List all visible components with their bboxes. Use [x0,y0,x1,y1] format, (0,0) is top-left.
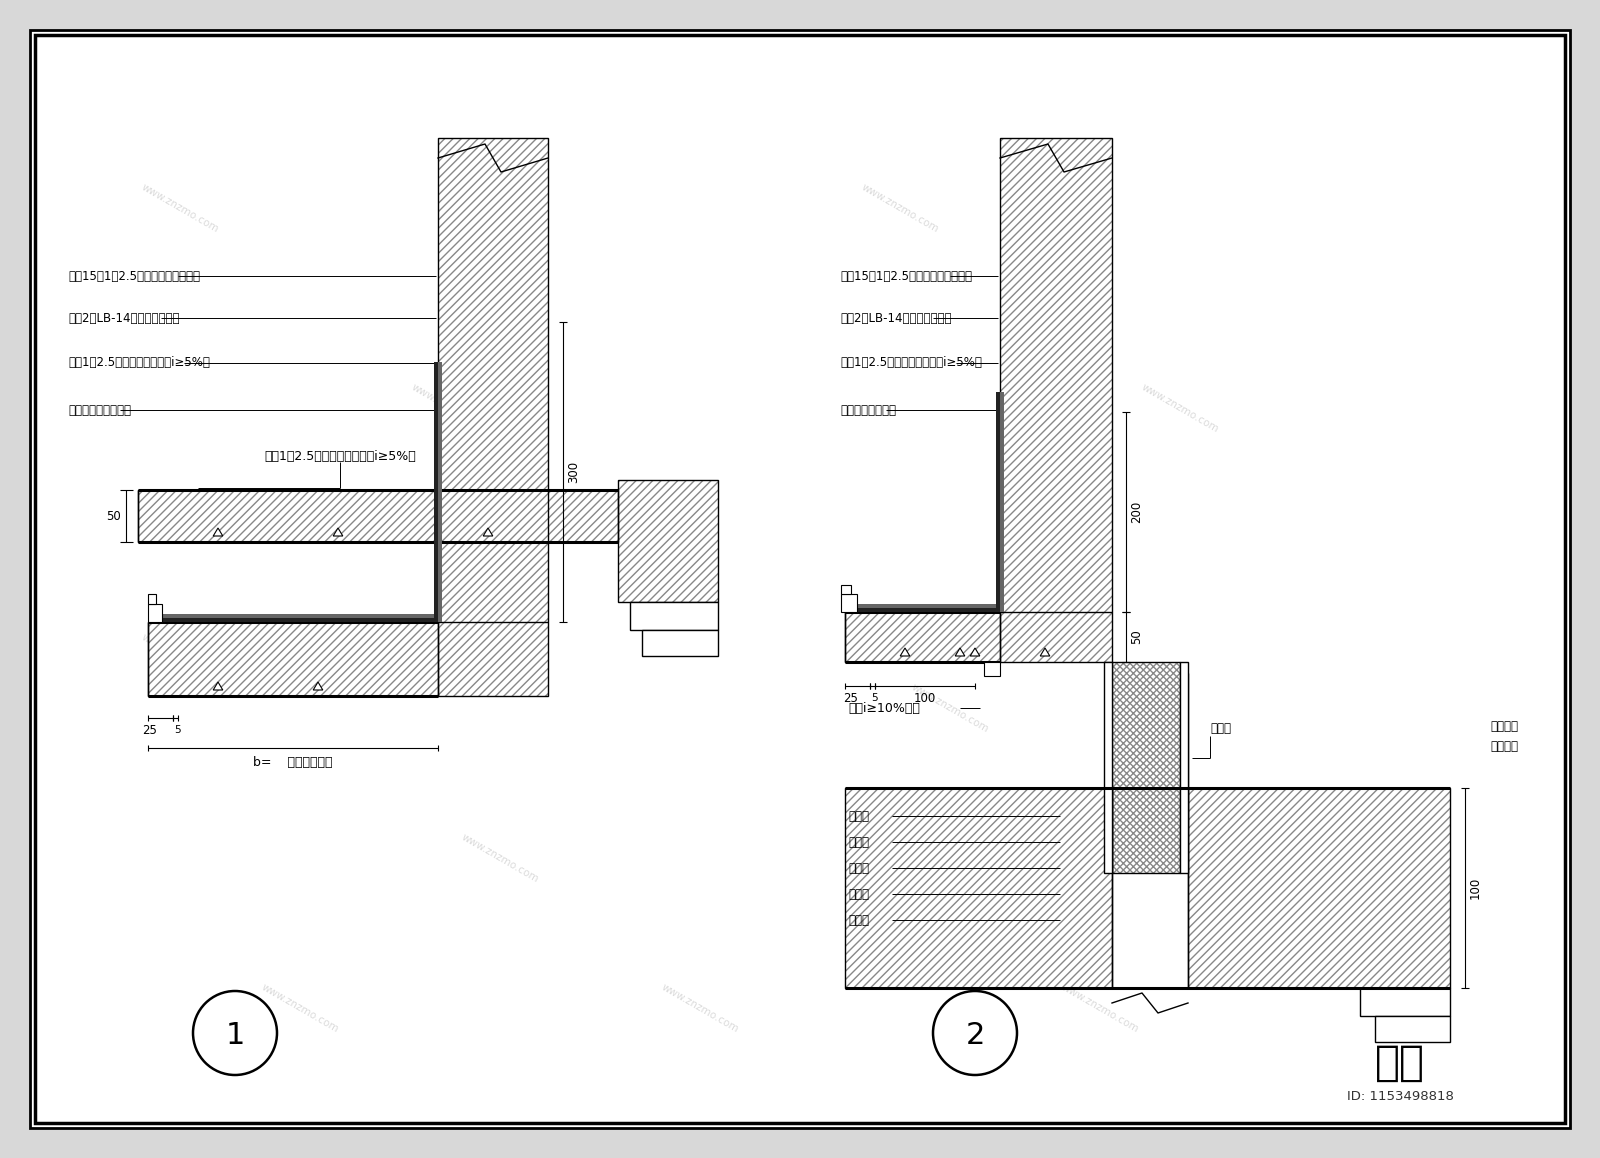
Text: www.znzmo.com: www.znzmo.com [910,682,990,734]
Text: 200: 200 [1130,501,1142,523]
Polygon shape [955,648,965,655]
Bar [147,594,157,604]
Bar [845,787,1112,988]
Text: 饰面砖: 饰面砖 [848,836,869,849]
Bar [995,393,1000,611]
Text: 排气扇边: 排气扇边 [1490,719,1518,733]
Bar [147,622,438,696]
Text: www.znzmo.com: www.znzmo.com [659,982,741,1034]
Bar [842,594,858,611]
Bar [845,787,1112,988]
Text: 嵌填发泡: 嵌填发泡 [1490,740,1518,753]
Bar [1374,1016,1450,1042]
Text: 5: 5 [870,692,878,703]
Polygon shape [314,682,323,690]
Bar [1104,662,1112,873]
Bar [618,481,718,602]
Bar [984,662,1000,676]
Polygon shape [213,682,222,690]
Text: 找平层: 找平层 [848,887,869,901]
Text: 25: 25 [142,724,157,736]
Text: 批抹15厚1：2.5钢网水泥砂浆保护层: 批抹15厚1：2.5钢网水泥砂浆保护层 [67,270,200,283]
Text: 300: 300 [566,461,579,483]
Polygon shape [333,528,342,536]
Bar [842,585,851,594]
Bar [147,618,438,622]
Bar [1187,787,1450,988]
Text: 知末: 知末 [1374,1042,1426,1084]
Text: 按设i≥10%坡度: 按设i≥10%坡度 [848,702,920,714]
Polygon shape [901,648,910,655]
Text: www.znzmo.com: www.znzmo.com [459,831,541,885]
Text: www.znzmo.com: www.znzmo.com [1240,831,1320,885]
Text: 批抹1：2.5水泥砂浆找平层（i≥5%）: 批抹1：2.5水泥砂浆找平层（i≥5%） [67,357,210,369]
Polygon shape [483,528,493,536]
Text: 砖墙体: 砖墙体 [848,914,869,926]
Bar [845,611,1000,662]
Text: ID: 1153498818: ID: 1153498818 [1347,1090,1453,1102]
Text: www.znzmo.com: www.znzmo.com [1059,982,1141,1034]
Text: www.znzmo.com: www.znzmo.com [139,182,221,234]
Bar [845,604,1000,608]
Text: www.znzmo.com: www.znzmo.com [259,982,341,1034]
Bar [138,490,618,542]
Bar [845,608,1000,611]
Bar [147,604,162,622]
Bar [1360,988,1450,1016]
Text: 批抹1：2.5水泥砂浆散水面（i≥5%）: 批抹1：2.5水泥砂浆散水面（i≥5%） [264,450,416,463]
Polygon shape [1040,648,1050,655]
Bar [438,362,442,622]
Bar [1000,138,1112,662]
Polygon shape [213,528,222,536]
Text: 罩面剂: 罩面剂 [848,809,869,822]
Text: 50: 50 [106,510,120,522]
Bar [438,138,547,696]
Bar [618,481,718,602]
Bar [1000,393,1005,611]
Text: 25: 25 [843,691,858,704]
Text: 涂抹2厚LB-14弹性水泥防水层: 涂抹2厚LB-14弹性水泥防水层 [67,312,179,324]
Text: 批抹15厚1：2.5钢网水泥砂浆保护层: 批抹15厚1：2.5钢网水泥砂浆保护层 [840,270,973,283]
Bar [642,630,718,655]
Text: 1: 1 [226,1021,245,1050]
Text: www.znzmo.com: www.znzmo.com [859,182,941,234]
Bar [147,622,438,696]
Bar [438,138,547,696]
Text: www.znzmo.com: www.znzmo.com [410,382,490,434]
Text: 100: 100 [1469,877,1482,899]
Text: www.znzmo.com: www.znzmo.com [139,632,221,684]
Text: 防水层: 防水层 [848,862,869,874]
Text: 预制素混凝土挑板: 预制素混凝土挑板 [840,403,896,417]
Text: 批抹1：2.5水泥砂浆找平层（i≥5%）: 批抹1：2.5水泥砂浆找平层（i≥5%） [840,357,982,369]
Text: 100: 100 [914,691,936,704]
Text: 排气扇: 排气扇 [1210,721,1230,734]
Bar [1187,787,1450,988]
Bar [138,490,618,542]
Bar [434,362,438,622]
Text: 50: 50 [1130,630,1142,644]
Text: 5: 5 [174,725,181,735]
Bar [1181,662,1187,873]
Bar [147,614,438,618]
Bar [1112,662,1181,873]
Bar [1112,662,1181,873]
Text: b=    （按设计定）: b= （按设计定） [253,755,333,769]
Bar [1000,138,1112,662]
Text: 涂抹2厚LB-14弹性水泥防水层: 涂抹2厚LB-14弹性水泥防水层 [840,312,952,324]
Bar [845,611,1000,662]
Polygon shape [970,648,979,655]
Text: www.znzmo.com: www.znzmo.com [1139,382,1221,434]
Text: 2: 2 [965,1021,984,1050]
Text: 钢筋混凝土结构顶板: 钢筋混凝土结构顶板 [67,403,131,417]
Bar [630,602,718,630]
